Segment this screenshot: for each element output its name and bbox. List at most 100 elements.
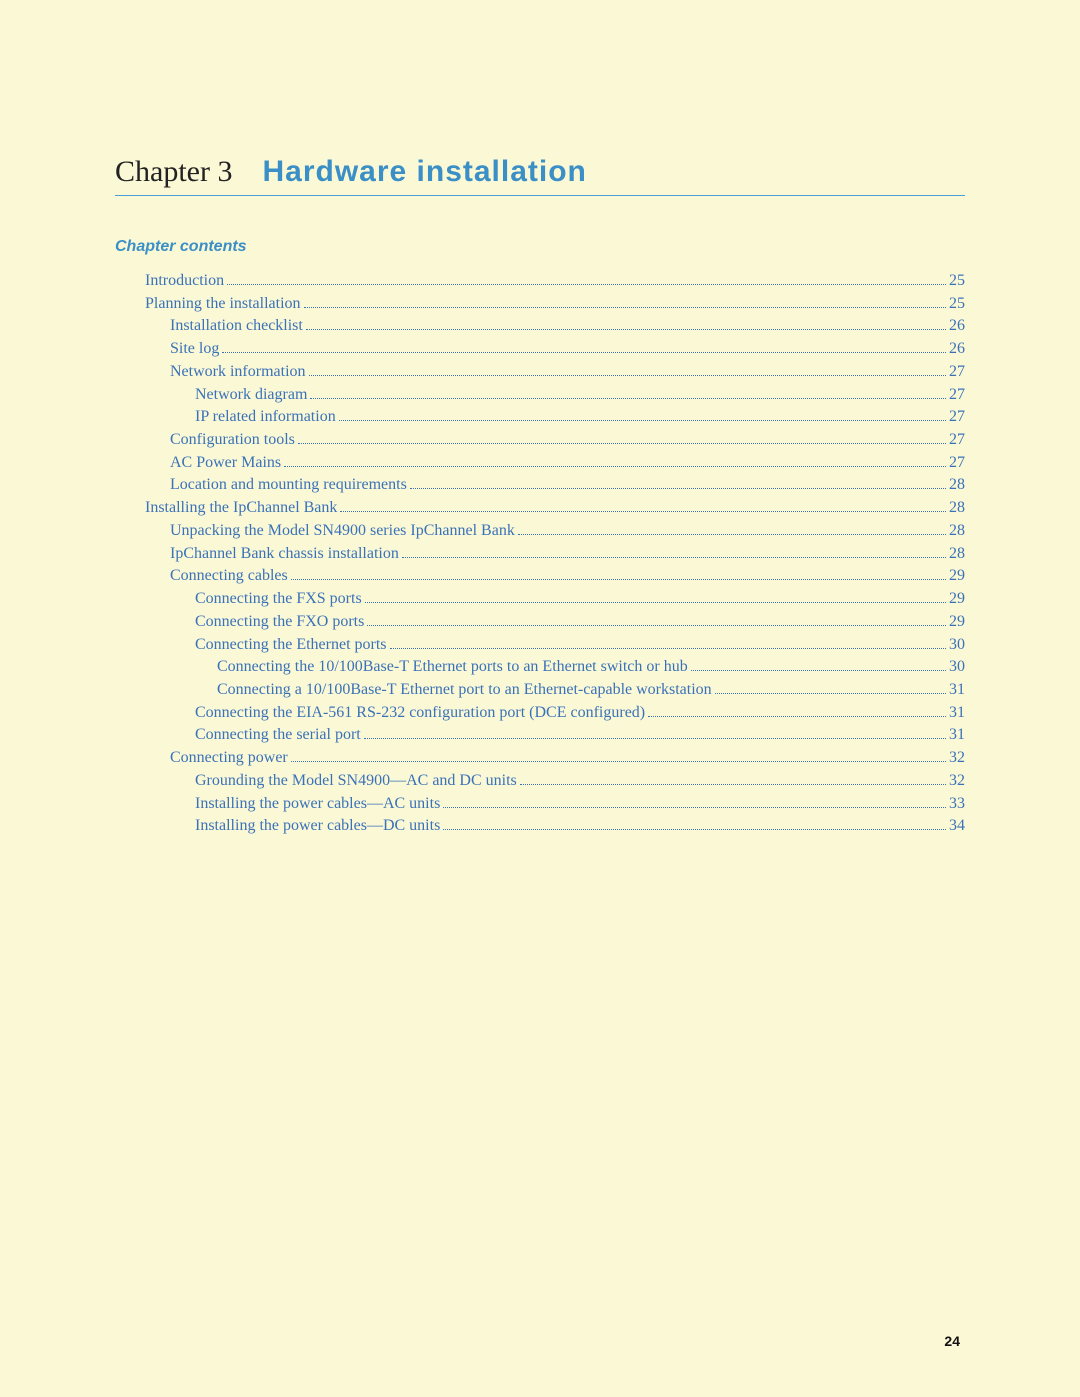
toc-entry-title: Installing the power cables—AC units [195, 793, 440, 816]
toc-entry[interactable]: Connecting the FXO ports 29 [115, 611, 965, 634]
toc-leader-dots [365, 602, 946, 603]
toc-leader-dots [390, 648, 946, 649]
toc-entry-page: 28 [949, 520, 965, 543]
toc-leader-dots [306, 329, 946, 330]
toc-leader-dots [648, 716, 946, 717]
toc-entry-page: 27 [949, 429, 965, 452]
toc-entry[interactable]: Network diagram 27 [115, 384, 965, 407]
toc-entry-page: 31 [949, 679, 965, 702]
toc-entry[interactable]: Connecting power32 [115, 747, 965, 770]
toc-entry-page: 28 [949, 474, 965, 497]
toc-entry-title: AC Power Mains [170, 452, 281, 475]
toc-entry-page: 28 [949, 543, 965, 566]
toc-entry[interactable]: Configuration tools 27 [115, 429, 965, 452]
toc-entry-title: Installing the IpChannel Bank [145, 497, 337, 520]
toc-entry-title: Connecting the 10/100Base-T Ethernet por… [217, 656, 688, 679]
toc-entry[interactable]: Grounding the Model SN4900—AC and DC uni… [115, 770, 965, 793]
toc-entry-page: 32 [949, 747, 965, 770]
toc-entry[interactable]: Connecting the Ethernet ports 30 [115, 634, 965, 657]
toc-leader-dots [291, 579, 946, 580]
toc-entry-title: Network information [170, 361, 306, 384]
toc-leader-dots [304, 307, 946, 308]
toc-entry[interactable]: Location and mounting requirements 28 [115, 474, 965, 497]
toc-entry-title: Location and mounting requirements [170, 474, 407, 497]
toc-entry[interactable]: Connecting the 10/100Base-T Ethernet por… [115, 656, 965, 679]
toc-entry-title: Connecting the Ethernet ports [195, 634, 387, 657]
toc-entry-title: Planning the installation [145, 293, 301, 316]
toc-entry-title: Connecting cables [170, 565, 288, 588]
toc-entry[interactable]: IpChannel Bank chassis installation28 [115, 543, 965, 566]
contents-heading: Chapter contents [115, 238, 965, 256]
toc-entry[interactable]: Installing the power cables—AC units 33 [115, 793, 965, 816]
toc-leader-dots [284, 466, 946, 467]
toc-entry-page: 31 [949, 702, 965, 725]
chapter-prefix: Chapter 3 [115, 155, 232, 189]
toc-entry-title: Introduction [145, 270, 224, 293]
toc-entry[interactable]: Connecting a 10/100Base-T Ethernet port … [115, 679, 965, 702]
toc-entry-page: 30 [949, 634, 965, 657]
toc-entry-title: Site log [170, 338, 219, 361]
toc-entry[interactable]: Connecting cables 29 [115, 565, 965, 588]
toc-entry-title: Connecting the EIA-561 RS-232 configurat… [195, 702, 645, 725]
toc-leader-dots [715, 693, 946, 694]
toc-entry[interactable]: Network information 27 [115, 361, 965, 384]
toc-leader-dots [310, 398, 946, 399]
toc-entry[interactable]: Connecting the EIA-561 RS-232 configurat… [115, 702, 965, 725]
toc-entry-title: Unpacking the Model SN4900 series IpChan… [170, 520, 515, 543]
toc-entry[interactable]: Site log26 [115, 338, 965, 361]
toc-leader-dots [309, 375, 946, 376]
toc-leader-dots [222, 352, 946, 353]
toc-entry-title: Configuration tools [170, 429, 295, 452]
toc-leader-dots [291, 761, 946, 762]
toc-entry-page: 30 [949, 656, 965, 679]
toc-leader-dots [298, 443, 946, 444]
toc-entry-title: Connecting the FXS ports [195, 588, 362, 611]
toc-entry-page: 33 [949, 793, 965, 816]
toc-entry[interactable]: Installing the IpChannel Bank 28 [115, 497, 965, 520]
toc-leader-dots [518, 534, 946, 535]
toc-leader-dots [227, 284, 946, 285]
toc-entry[interactable]: AC Power Mains 27 [115, 452, 965, 475]
toc-entry-page: 25 [949, 293, 965, 316]
toc-leader-dots [402, 557, 946, 558]
toc-entry[interactable]: Unpacking the Model SN4900 series IpChan… [115, 520, 965, 543]
toc-entry-title: Grounding the Model SN4900—AC and DC uni… [195, 770, 517, 793]
toc-entry-page: 29 [949, 611, 965, 634]
toc-leader-dots [367, 625, 946, 626]
toc-leader-dots [443, 829, 946, 830]
toc-entry-page: 26 [949, 315, 965, 338]
toc-entry-page: 29 [949, 565, 965, 588]
toc-entry-page: 27 [949, 384, 965, 407]
toc-leader-dots [410, 488, 946, 489]
toc-entry-page: 34 [949, 815, 965, 838]
toc-entry-page: 27 [949, 452, 965, 475]
toc-leader-dots [339, 420, 946, 421]
toc-entry-page: 31 [949, 724, 965, 747]
toc-entry[interactable]: Connecting the FXS ports 29 [115, 588, 965, 611]
toc-entry-page: 28 [949, 497, 965, 520]
toc-entry[interactable]: Installing the power cables—DC units 34 [115, 815, 965, 838]
toc-entry-title: Installing the power cables—DC units [195, 815, 440, 838]
toc-entry-title: Connecting the serial port [195, 724, 361, 747]
toc-leader-dots [443, 807, 946, 808]
toc-entry-page: 27 [949, 361, 965, 384]
toc-leader-dots [691, 670, 946, 671]
toc-entry-title: Connecting the FXO ports [195, 611, 364, 634]
toc-entry-page: 27 [949, 406, 965, 429]
toc-entry-title: IP related information [195, 406, 336, 429]
toc-entry[interactable]: Connecting the serial port 31 [115, 724, 965, 747]
toc-leader-dots [364, 738, 946, 739]
toc-entry-page: 25 [949, 270, 965, 293]
toc-entry[interactable]: Installation checklist 26 [115, 315, 965, 338]
toc-entry[interactable]: IP related information 27 [115, 406, 965, 429]
table-of-contents: Introduction 25 Planning the installation 2… [115, 270, 965, 838]
toc-leader-dots [340, 511, 946, 512]
toc-entry[interactable]: Planning the installation 25 [115, 293, 965, 316]
toc-entry[interactable]: Introduction 25 [115, 270, 965, 293]
toc-entry-title: Installation checklist [170, 315, 303, 338]
toc-entry-page: 29 [949, 588, 965, 611]
chapter-heading: Chapter 3 Hardware installation [115, 155, 965, 196]
toc-leader-dots [520, 784, 946, 785]
toc-entry-title: Network diagram [195, 384, 307, 407]
toc-entry-page: 32 [949, 770, 965, 793]
